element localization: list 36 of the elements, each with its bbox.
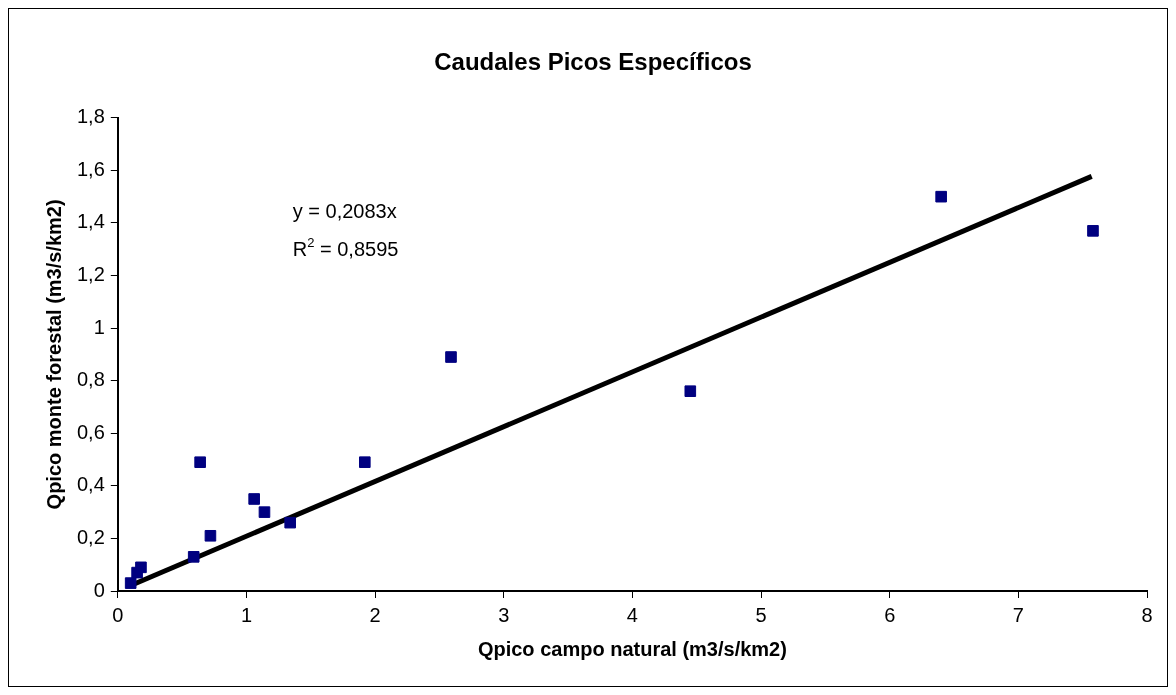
point (1087, 225, 1099, 237)
point (187, 551, 200, 563)
point (135, 561, 147, 574)
point (935, 190, 947, 203)
y-tick-label: 0,4 (76, 473, 105, 496)
x-tick-label: 2 (369, 603, 381, 626)
y-tick-label: 0,6 (76, 420, 105, 443)
point (359, 456, 371, 468)
x-tick-label: 7 (1012, 603, 1024, 626)
y-tick-label: 1 (93, 315, 105, 338)
x-tick-label: 8 (1141, 603, 1153, 626)
x-tick-label: 1 (240, 603, 253, 626)
x-tick-label: 5 (755, 603, 767, 626)
annotation: y = 0,2083x (292, 199, 397, 222)
point (194, 456, 206, 468)
x-tick-label: 0 (112, 603, 124, 626)
y-tick-label: 1,6 (76, 157, 105, 180)
y-tick-label: 0 (93, 578, 105, 601)
y-axis-title: Qpico monte forestal (m3/s/km2) (42, 199, 65, 510)
point (684, 385, 697, 398)
point (124, 577, 137, 589)
point (284, 516, 296, 529)
x-tick-label: 3 (498, 603, 510, 626)
x-axis-title: Qpico campo natural (m3/s/km2) (477, 637, 787, 660)
chart-title: Caudales Picos Específicos (434, 48, 752, 76)
x-tick-label: 4 (626, 603, 638, 626)
point (248, 493, 260, 505)
point (204, 529, 217, 542)
point (258, 506, 271, 518)
x-tick-label: 6 (884, 603, 896, 626)
y-tick-label: 1,8 (76, 105, 105, 128)
y-tick-label: 1,4 (76, 210, 105, 233)
y-tick-label: 0,2 (76, 525, 105, 548)
point (445, 351, 457, 363)
y-tick-label: 0,8 (76, 368, 105, 391)
y-tick-label: 1,2 (76, 263, 105, 286)
